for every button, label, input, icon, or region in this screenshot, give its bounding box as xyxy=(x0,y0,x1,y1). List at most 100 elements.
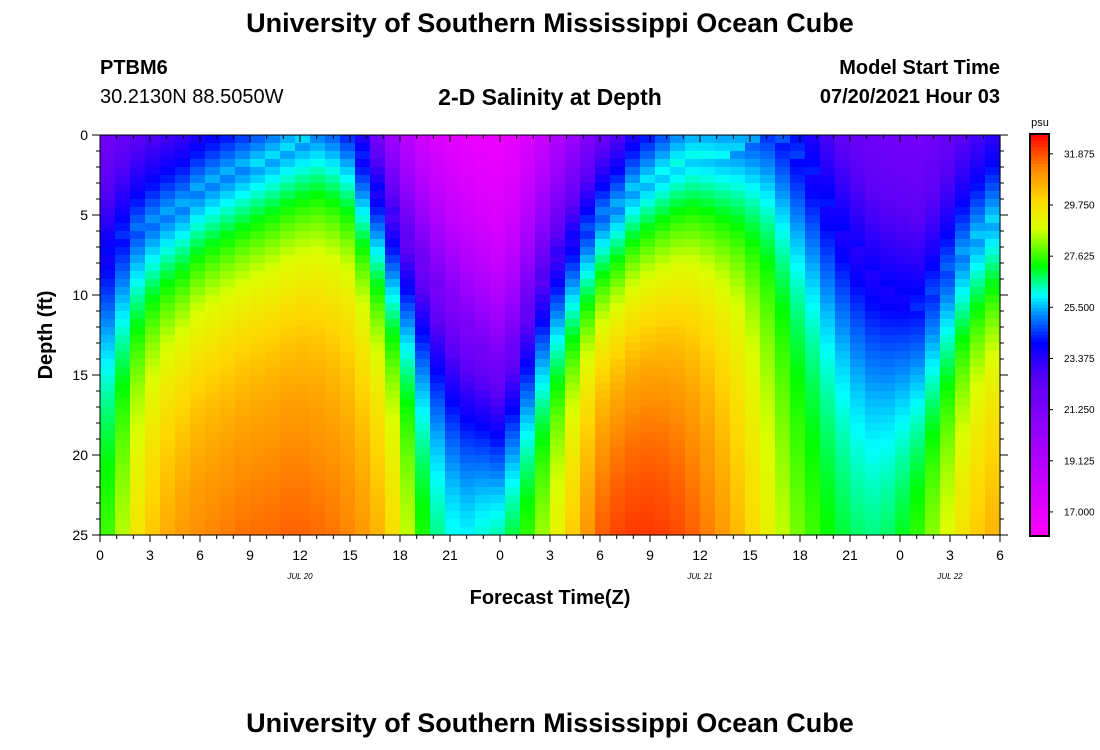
colorbar-swatch xyxy=(1030,432,1049,437)
heatmap-cell xyxy=(895,151,911,160)
heatmap-cell xyxy=(400,143,416,152)
heatmap-cell xyxy=(475,439,491,448)
heatmap-cell xyxy=(955,279,971,288)
heatmap-cell xyxy=(865,487,881,496)
heatmap-cell xyxy=(235,399,251,408)
heatmap-cell xyxy=(175,455,191,464)
heatmap-cell xyxy=(295,527,311,536)
heatmap-cell xyxy=(520,247,536,256)
heatmap-cell xyxy=(835,335,851,344)
heatmap-cell xyxy=(670,359,686,368)
colorbar-swatch xyxy=(1030,134,1049,138)
heatmap-cell xyxy=(250,487,266,496)
heatmap-cell xyxy=(205,487,221,496)
heatmap-cell xyxy=(325,207,341,216)
heatmap-cell xyxy=(835,407,851,416)
heatmap-cell xyxy=(655,359,671,368)
heatmap-cell xyxy=(880,471,896,480)
heatmap-cell xyxy=(400,439,416,448)
heatmap-cell xyxy=(340,191,356,200)
heatmap-cell xyxy=(880,439,896,448)
heatmap-cell xyxy=(250,351,266,360)
heatmap-cell xyxy=(145,183,161,192)
heatmap-cell xyxy=(790,335,806,344)
heatmap-cell xyxy=(220,503,236,512)
heatmap-cell xyxy=(430,279,446,288)
heatmap-cell xyxy=(220,207,236,216)
heatmap-cell xyxy=(985,319,1001,328)
heatmap-cell xyxy=(550,391,566,400)
heatmap-cell xyxy=(265,303,281,312)
heatmap-cell xyxy=(565,311,581,320)
heatmap-cell xyxy=(160,503,176,512)
heatmap-cell xyxy=(925,423,941,432)
heatmap-cell xyxy=(205,495,221,504)
heatmap-cell xyxy=(100,447,116,456)
heatmap-cell xyxy=(445,511,461,520)
heatmap-cell xyxy=(475,503,491,512)
heatmap-cell xyxy=(625,335,641,344)
heatmap-cell xyxy=(460,487,476,496)
colorbar-swatch xyxy=(1030,415,1049,420)
heatmap-cell xyxy=(865,255,881,264)
heatmap-cell xyxy=(415,175,431,184)
heatmap-cell xyxy=(580,527,596,536)
heatmap-cell xyxy=(925,295,941,304)
heatmap-cell xyxy=(565,263,581,272)
heatmap-cell xyxy=(820,175,836,184)
heatmap-cell xyxy=(220,247,236,256)
heatmap-cell xyxy=(580,135,596,144)
heatmap-cell xyxy=(100,199,116,208)
heatmap-cell xyxy=(340,295,356,304)
heatmap-cell xyxy=(280,183,296,192)
heatmap-cell xyxy=(730,151,746,160)
heatmap-cell xyxy=(175,239,191,248)
heatmap-cell xyxy=(370,327,386,336)
heatmap-cell xyxy=(745,343,761,352)
heatmap-cell xyxy=(520,183,536,192)
heatmap-cell xyxy=(820,423,836,432)
heatmap-cell xyxy=(190,255,206,264)
heatmap-cell xyxy=(985,159,1001,168)
heatmap-cell xyxy=(640,503,656,512)
heatmap-cell xyxy=(670,391,686,400)
heatmap-cell xyxy=(535,463,551,472)
heatmap-cell xyxy=(220,351,236,360)
heatmap-cell xyxy=(445,455,461,464)
heatmap-cell xyxy=(280,359,296,368)
heatmap-cell xyxy=(970,327,986,336)
heatmap-cell xyxy=(460,431,476,440)
heatmap-cell xyxy=(655,167,671,176)
heatmap-cell xyxy=(880,519,896,528)
heatmap-cell xyxy=(640,135,656,144)
heatmap-cell xyxy=(655,295,671,304)
heatmap-cell xyxy=(520,439,536,448)
heatmap-cell xyxy=(700,311,716,320)
heatmap-cell xyxy=(280,231,296,240)
heatmap-cell xyxy=(265,287,281,296)
heatmap-cell xyxy=(520,303,536,312)
heatmap-cell xyxy=(190,519,206,528)
heatmap-cell xyxy=(850,159,866,168)
heatmap-cell xyxy=(865,263,881,272)
heatmap-cell xyxy=(310,183,326,192)
heatmap-cell xyxy=(985,199,1001,208)
heatmap-cell xyxy=(130,239,146,248)
heatmap-cell xyxy=(190,175,206,184)
heatmap-cell xyxy=(235,295,251,304)
heatmap-cell xyxy=(160,455,176,464)
heatmap-cell xyxy=(805,303,821,312)
heatmap-cell xyxy=(505,495,521,504)
heatmap-cell xyxy=(505,447,521,456)
heatmap-cell xyxy=(520,199,536,208)
heatmap-cell xyxy=(880,463,896,472)
heatmap-cell xyxy=(580,159,596,168)
heatmap-cell xyxy=(490,503,506,512)
heatmap-cell xyxy=(100,495,116,504)
heatmap-cell xyxy=(640,487,656,496)
heatmap-cell xyxy=(940,399,956,408)
heatmap-cell xyxy=(115,463,131,472)
heatmap-cell xyxy=(370,423,386,432)
heatmap-cell xyxy=(580,399,596,408)
heatmap-cell xyxy=(625,527,641,536)
